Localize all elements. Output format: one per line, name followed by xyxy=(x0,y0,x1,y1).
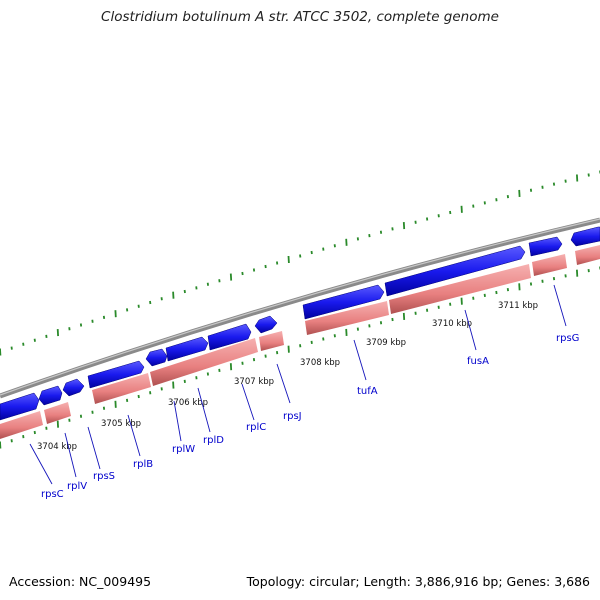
gene-label-rpsS[interactable]: rpsS xyxy=(93,471,115,482)
leader-line xyxy=(553,284,567,327)
forward-gene[interactable] xyxy=(207,323,252,351)
gene-label-rplD[interactable]: rplD xyxy=(203,435,224,446)
kbp-label: 3711 kbp xyxy=(498,301,538,311)
leader-line xyxy=(276,363,291,404)
leader-line xyxy=(353,339,367,381)
reverse-gene[interactable] xyxy=(92,373,151,404)
reverse-gene[interactable] xyxy=(150,338,258,386)
forward-gene[interactable] xyxy=(384,245,526,297)
reverse-gene[interactable] xyxy=(0,411,43,439)
leader-line xyxy=(29,443,53,485)
reverse-gene[interactable] xyxy=(532,254,567,276)
kbp-label: 3710 kbp xyxy=(432,319,472,329)
forward-gene[interactable] xyxy=(254,315,278,334)
leader-line xyxy=(64,432,77,478)
genome-backbone xyxy=(0,217,600,399)
inner-tick-ring xyxy=(0,266,600,449)
gene-leader-lines xyxy=(29,284,567,485)
kbp-label: 3705 kbp xyxy=(101,419,141,429)
gene-label-rpsG[interactable]: rpsG xyxy=(556,333,579,344)
forward-gene[interactable] xyxy=(38,385,63,406)
leader-line xyxy=(464,309,477,351)
gene-label-rplB[interactable]: rplB xyxy=(133,459,153,470)
leader-line xyxy=(127,414,141,457)
reverse-gene[interactable] xyxy=(44,402,71,424)
leader-line xyxy=(197,387,211,433)
gene-label-rplW[interactable]: rplW xyxy=(172,444,195,455)
leader-line xyxy=(87,426,101,470)
forward-gene[interactable] xyxy=(87,360,145,389)
kbp-label: 3707 kbp xyxy=(234,377,274,387)
reverse-strand-genes xyxy=(0,245,600,439)
forward-gene[interactable] xyxy=(528,236,563,257)
kbp-labels: 3704 kbp 3705 kbp 3706 kbp 3707 kbp 3708… xyxy=(37,301,538,452)
gene-label-fusA[interactable]: fusA xyxy=(467,356,489,367)
genome-stats-text: Topology: circular; Length: 3,886,916 bp… xyxy=(246,574,590,589)
forward-gene[interactable] xyxy=(165,336,209,362)
forward-strand-genes xyxy=(0,226,600,421)
reverse-gene[interactable] xyxy=(389,264,531,314)
forward-gene[interactable] xyxy=(302,284,385,320)
forward-gene[interactable] xyxy=(0,392,40,421)
outer-tick-ring xyxy=(0,170,600,356)
kbp-label: 3706 kbp xyxy=(168,398,208,408)
forward-gene[interactable] xyxy=(145,348,168,367)
gene-label-rplC[interactable]: rplC xyxy=(246,422,266,433)
gene-label-tufA[interactable]: tufA xyxy=(357,386,378,397)
forward-gene[interactable] xyxy=(570,226,600,247)
gene-label-rpsJ[interactable]: rpsJ xyxy=(283,411,302,422)
reverse-gene[interactable] xyxy=(575,245,600,265)
kbp-label: 3709 kbp xyxy=(366,338,406,348)
reverse-gene[interactable] xyxy=(259,331,284,351)
leader-line xyxy=(241,383,255,421)
map-title: Clostridium botulinum A str. ATCC 3502, … xyxy=(101,9,499,25)
gene-label-rpsC[interactable]: rpsC xyxy=(41,489,64,500)
kbp-label: 3704 kbp xyxy=(37,442,77,452)
kbp-label: 3708 kbp xyxy=(300,358,340,368)
gene-labels: rpsC rplV rpsS rplB rplW rplD rplC rpsJ … xyxy=(41,333,579,500)
accession-text: Accession: NC_009495 xyxy=(9,574,152,589)
gene-label-rplV[interactable]: rplV xyxy=(67,481,87,492)
leader-line xyxy=(173,400,182,442)
genome-backbone-highlight xyxy=(0,218,600,396)
forward-gene[interactable] xyxy=(62,378,85,397)
reverse-gene[interactable] xyxy=(305,301,389,335)
